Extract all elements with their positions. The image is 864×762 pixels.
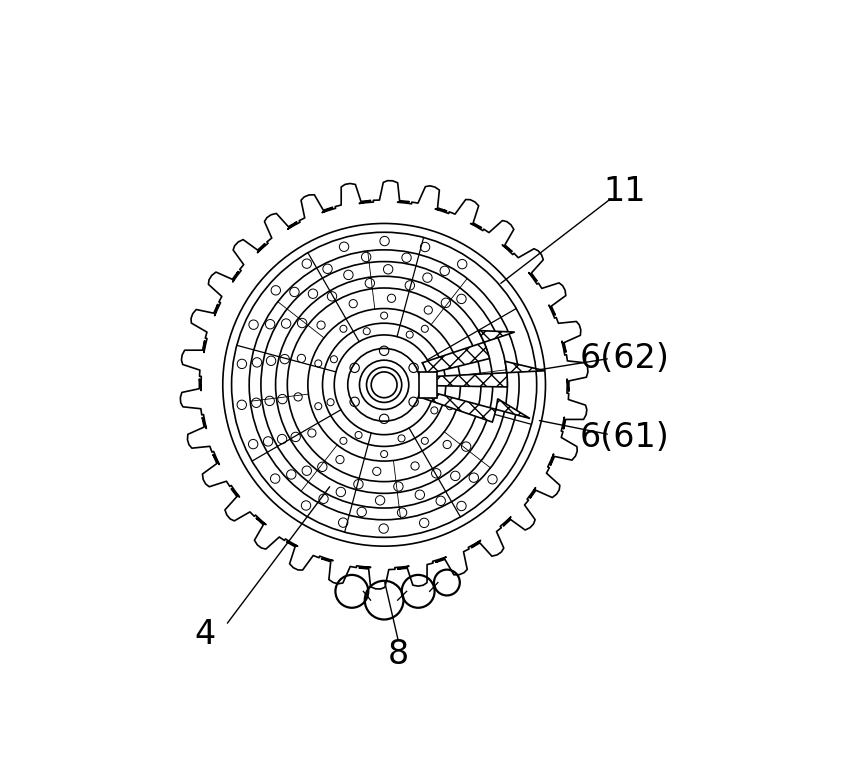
Text: 6(61): 6(61)	[580, 421, 670, 454]
Polygon shape	[422, 331, 515, 374]
Text: 6(62): 6(62)	[580, 342, 670, 375]
Text: 11: 11	[603, 174, 646, 208]
Text: 4: 4	[194, 618, 216, 651]
Bar	[419, 372, 437, 398]
Polygon shape	[424, 361, 545, 387]
Text: 8: 8	[388, 639, 410, 671]
Polygon shape	[420, 389, 530, 422]
